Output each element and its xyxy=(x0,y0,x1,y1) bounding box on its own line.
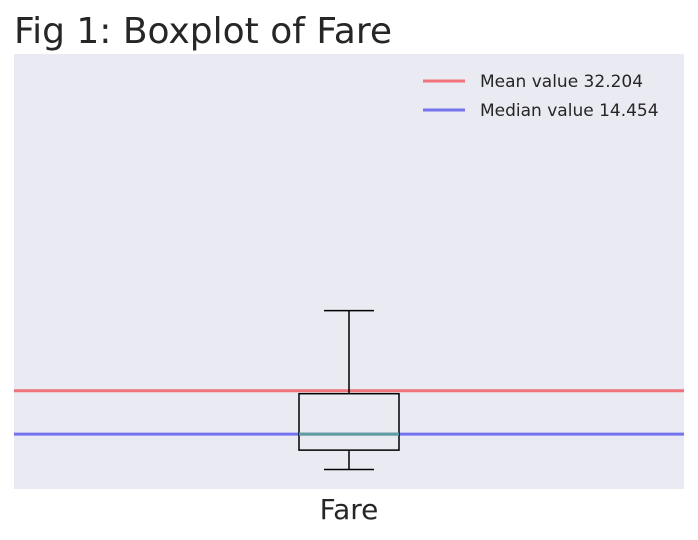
legend: Mean value 32.204 Median value 14.454 xyxy=(423,72,659,121)
boxplot xyxy=(298,309,400,471)
legend-label-0: Mean value 32.204 xyxy=(480,72,643,92)
box-iqr xyxy=(298,392,400,451)
legend-label-1: Median value 14.454 xyxy=(480,101,659,121)
x-tick-labels: Fare xyxy=(320,493,379,526)
x-tick-label-0: Fare xyxy=(320,493,379,526)
chart-title: Fig 1: Boxplot of Fare xyxy=(14,11,392,52)
plot-area xyxy=(14,54,684,489)
